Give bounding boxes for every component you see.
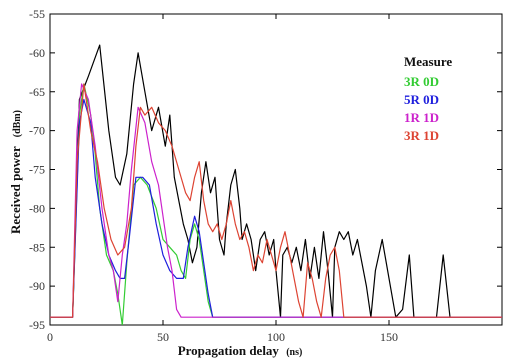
- series-line-3: [50, 98, 502, 318]
- legend-title: Measure: [404, 54, 452, 69]
- series-lines: [50, 44, 502, 325]
- legend-entry: 5R 0D: [404, 92, 439, 107]
- x-axis-label: Propagation delay (ns): [178, 343, 303, 358]
- y-tick-label: -80: [29, 201, 45, 215]
- y-tick-label: -75: [29, 163, 45, 177]
- axis-ticks: 0 50 100 150 -95 -90 -85 -80 -75 -70 -65 -60 -55: [29, 7, 502, 344]
- y-tick-label: -95: [29, 318, 45, 332]
- x-tick-label: 0: [47, 330, 53, 344]
- y-tick-label: -65: [29, 85, 45, 99]
- y-tick-label: -60: [29, 46, 45, 60]
- y-axis-unit: (dBm): [12, 110, 23, 137]
- y-tick-label: -70: [29, 124, 45, 138]
- series-line-5: [50, 83, 502, 318]
- y-tick-label: -55: [29, 7, 45, 21]
- legend-entry: 1R 1D: [404, 110, 439, 125]
- series-line-1: [50, 44, 502, 318]
- x-tick-label: 150: [380, 330, 398, 344]
- y-axis-title: Received power: [8, 146, 23, 234]
- x-axis-unit: (ns): [286, 347, 302, 358]
- series-line-4: [50, 83, 502, 318]
- y-tick-label: -90: [29, 279, 45, 293]
- y-axis-label: Received power (dBm): [8, 110, 23, 234]
- y-tick-label: -85: [29, 240, 45, 254]
- x-axis-title: Propagation delay: [178, 343, 280, 358]
- legend: Measure 3R 0D 5R 0D 1R 1D 3R 1D: [404, 54, 452, 143]
- x-tick-label: 100: [267, 330, 285, 344]
- x-tick-label: 50: [157, 330, 169, 344]
- legend-entry: 3R 0D: [404, 74, 439, 89]
- legend-entry: 3R 1D: [404, 128, 439, 143]
